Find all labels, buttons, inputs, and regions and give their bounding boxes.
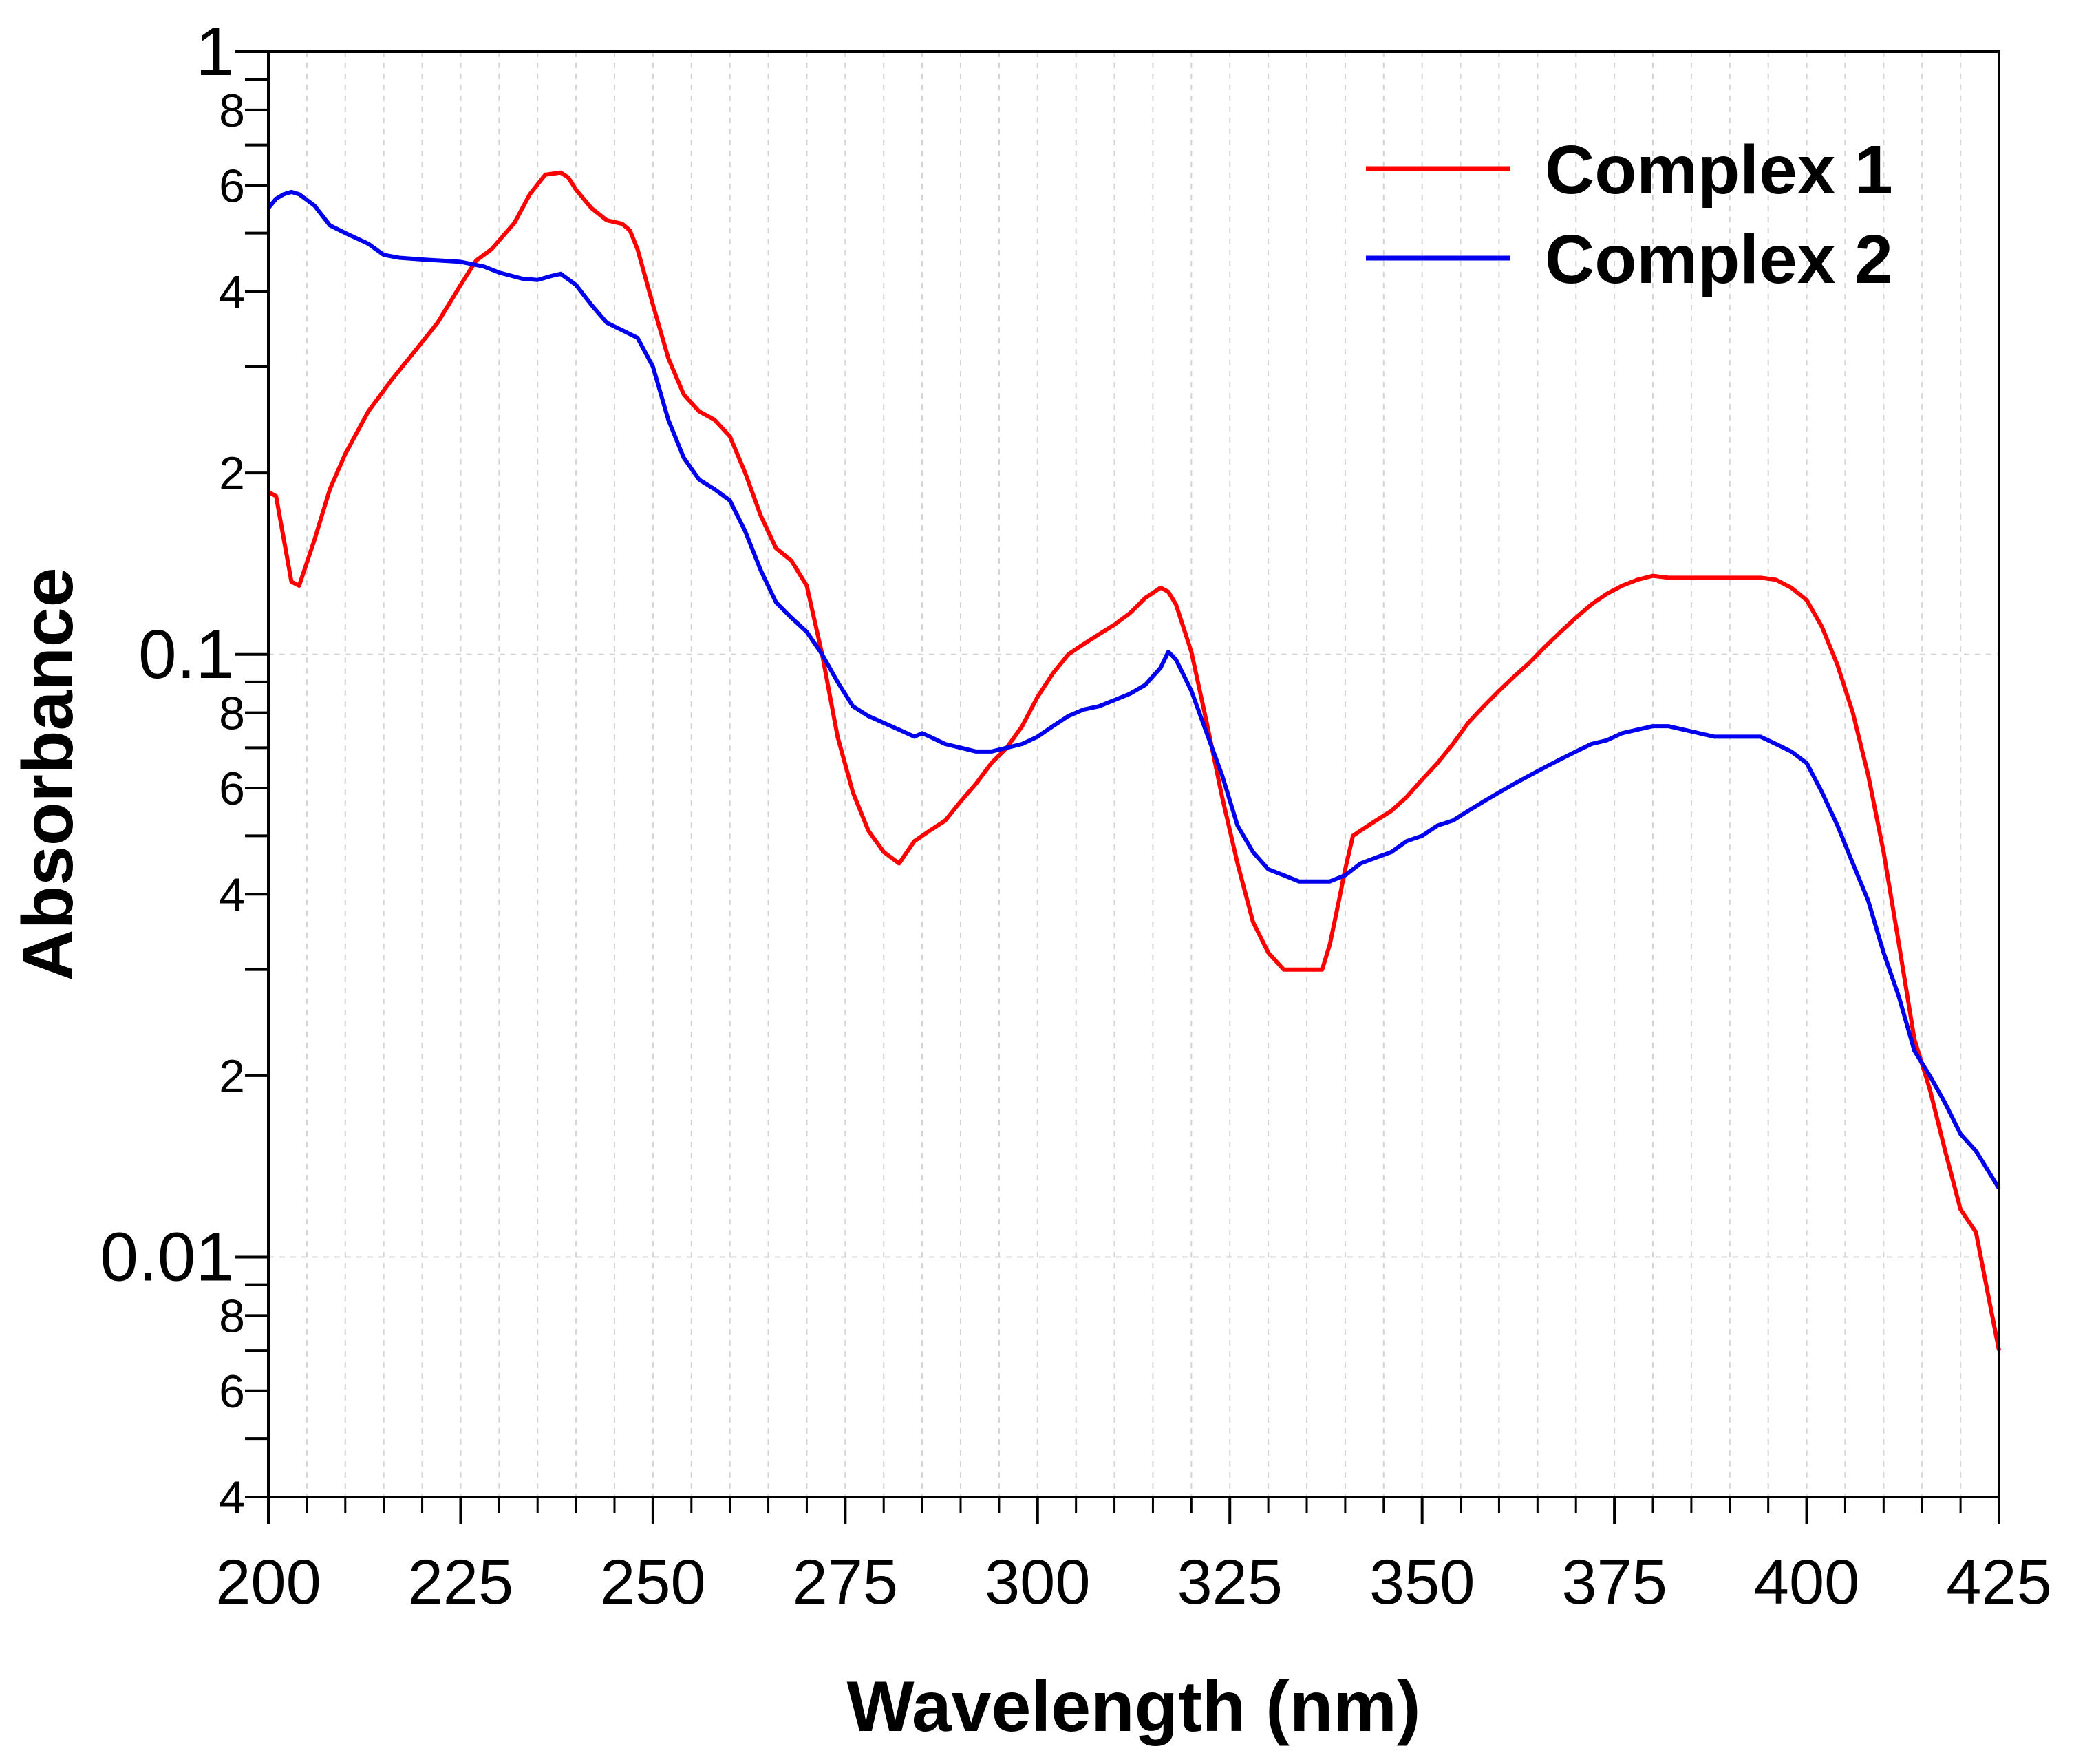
x-tick-label: 250 [600, 1547, 706, 1617]
y-minor-tick-label: 4 [219, 869, 245, 921]
x-tick-label: 400 [1754, 1547, 1860, 1617]
plot-frame [267, 50, 2000, 1498]
series-line-complex-1 [267, 170, 2001, 1351]
legend-label-complex-2: Complex 2 [1545, 221, 1893, 298]
series-lines [266, 170, 2001, 1351]
grid-lines [268, 52, 1999, 1497]
y-minor-tick-label: 2 [219, 1050, 245, 1103]
y-minor-tick-label: 6 [219, 1365, 245, 1418]
y-major-tick-label: 0.01 [100, 1219, 234, 1296]
y-major-tick-label: 0.1 [138, 616, 234, 693]
legend-label-complex-1: Complex 1 [1545, 131, 1893, 209]
y-minor-tick-label: 8 [219, 1290, 245, 1342]
x-tick-label: 350 [1369, 1547, 1475, 1617]
x-tick-label: 325 [1177, 1547, 1283, 1617]
y-major-tick-label: 1 [195, 13, 234, 90]
x-tick-label: 375 [1561, 1547, 1667, 1617]
y-minor-tick-label: 8 [219, 688, 245, 740]
x-axis: 200 225 250 275 300 325 350 375 400 425 [215, 1497, 2052, 1617]
y-minor-tick-label: 8 [219, 85, 245, 137]
x-tick-label: 200 [215, 1547, 321, 1617]
y-minor-tick-label: 6 [219, 763, 245, 815]
series-line-complex-2 [266, 189, 2001, 1190]
x-axis-title: Wavelength (nm) [847, 1667, 1421, 1747]
y-minor-tick-label: 6 [219, 160, 245, 212]
y-minor-tick-label: 2 [219, 447, 245, 500]
y-axis-title: Absorbance [8, 567, 88, 981]
legend: Complex 1 Complex 2 [1366, 131, 1893, 298]
x-tick-label: 300 [985, 1547, 1091, 1617]
y-minor-tick-label: 4 [219, 1471, 245, 1524]
x-tick-label: 225 [408, 1547, 514, 1617]
x-tick-label: 275 [793, 1547, 899, 1617]
x-tick-label: 425 [1946, 1547, 2052, 1617]
y-minor-tick-label: 4 [219, 266, 245, 318]
